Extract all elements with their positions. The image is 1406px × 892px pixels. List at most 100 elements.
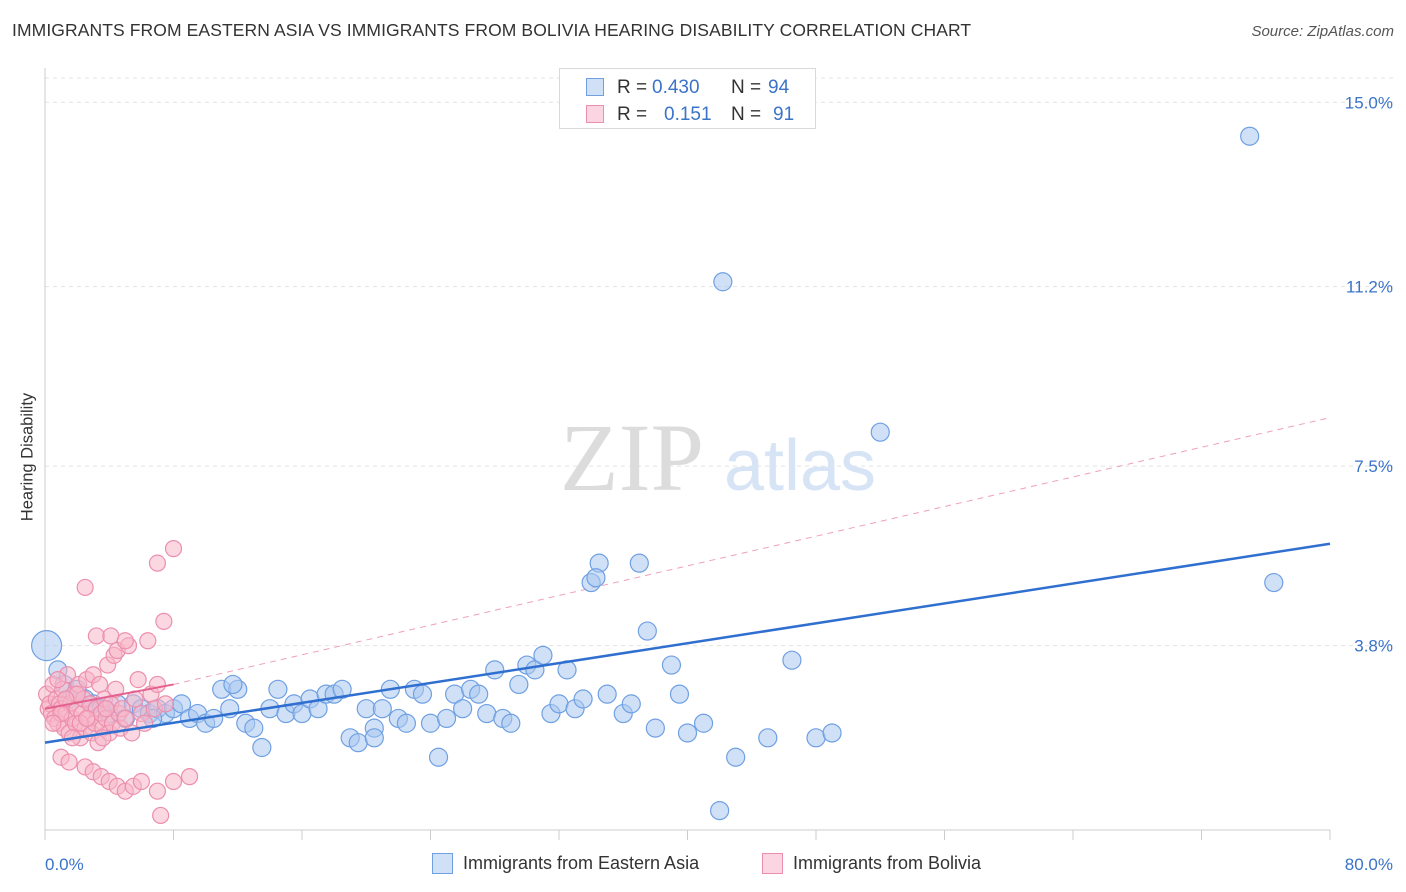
point-bolivia: [139, 632, 157, 650]
point-eastern-asia: [621, 694, 641, 714]
point-bolivia: [132, 772, 150, 791]
legend-label: Immigrants from Bolivia: [793, 853, 982, 873]
point-eastern-asia: [710, 800, 730, 821]
watermark-atlas: atlas: [724, 426, 876, 506]
point-eastern-asia: [629, 553, 649, 573]
point-eastern-asia: [645, 718, 665, 738]
point-eastern-asia: [396, 713, 417, 733]
point-eastern-asia: [597, 684, 617, 704]
series-legend: Immigrants from Eastern Asia Immigrants …: [0, 851, 1406, 879]
point-bolivia: [155, 612, 173, 630]
stats-legend: R = 0.430 N = 94 R = 0.151 N = 91: [559, 68, 816, 129]
point-eastern-asia: [669, 684, 690, 704]
point-eastern-asia: [509, 674, 529, 695]
y-tick-label: 11.2%: [1346, 278, 1393, 297]
point-eastern-asia: [1264, 572, 1284, 593]
legend-swatch-pink: [762, 853, 783, 874]
point-eastern-asia: [364, 728, 384, 748]
point-bolivia: [107, 680, 125, 698]
n-label: N =: [731, 77, 762, 98]
point-eastern-asia: [31, 630, 63, 662]
point-bolivia: [49, 670, 67, 689]
point-eastern-asia: [533, 645, 553, 665]
point-bolivia: [180, 768, 199, 786]
point-bolivia: [116, 709, 134, 728]
point-eastern-asia: [586, 568, 606, 588]
point-bolivia: [164, 772, 183, 791]
x-tick-label-min: 0.0%: [45, 855, 84, 874]
point-eastern-asia: [501, 713, 521, 733]
r-value: 0.151: [664, 104, 712, 125]
data-points: [31, 126, 1331, 825]
point-eastern-asia: [573, 689, 593, 709]
legend-swatch-blue: [586, 78, 604, 96]
point-eastern-asia: [412, 684, 433, 704]
point-bolivia: [78, 709, 96, 728]
point-eastern-asia: [713, 272, 733, 292]
tick-labels: 3.8% 7.5% 11.2% 15.0% 0.0% 80.0%: [45, 93, 1393, 874]
point-eastern-asia: [436, 708, 457, 729]
point-eastern-asia: [726, 747, 746, 767]
point-bolivia: [148, 782, 167, 800]
point-eastern-asia: [870, 422, 890, 442]
point-eastern-asia: [758, 728, 778, 748]
y-tick-label: 15.0%: [1345, 93, 1393, 112]
grid-lines: [45, 77, 1395, 647]
point-eastern-asia: [453, 699, 473, 719]
point-eastern-asia: [782, 650, 802, 670]
point-bolivia: [148, 554, 167, 572]
point-bolivia: [60, 753, 78, 771]
r-label: R =: [617, 104, 648, 125]
point-eastern-asia: [1240, 126, 1260, 146]
x-tick-label-max: 80.0%: [1345, 855, 1393, 874]
point-eastern-asia: [332, 679, 352, 699]
point-bolivia: [44, 714, 62, 732]
point-bolivia: [129, 670, 147, 689]
point-bolivia: [164, 540, 183, 558]
point-bolivia: [91, 675, 109, 694]
trend-line-eastern-asia: [44, 542, 1331, 744]
point-bolivia: [102, 627, 120, 645]
point-bolivia: [97, 700, 115, 718]
point-eastern-asia: [244, 718, 264, 738]
trend-line-bolivia: [44, 683, 174, 710]
watermark-zip: ZIP: [560, 404, 704, 511]
point-eastern-asia: [252, 737, 272, 758]
source-note: Source: ZipAtlas.com: [1251, 23, 1394, 40]
n-value: 91: [773, 104, 795, 125]
point-eastern-asia: [693, 713, 714, 733]
legend-swatch-pink: [586, 105, 604, 123]
point-eastern-asia: [485, 660, 505, 680]
chart-title: IMMIGRANTS FROM EASTERN ASIA VS IMMIGRAN…: [12, 20, 972, 40]
point-bolivia: [148, 675, 167, 694]
point-eastern-asia: [677, 723, 698, 743]
n-value: 94: [768, 77, 790, 98]
point-eastern-asia: [356, 699, 376, 719]
point-bolivia: [87, 627, 106, 645]
point-eastern-asia: [372, 699, 392, 719]
point-eastern-asia: [428, 747, 449, 767]
point-bolivia: [116, 632, 134, 650]
point-eastern-asia: [223, 674, 243, 695]
point-eastern-asia: [348, 733, 368, 753]
watermark: ZIP atlas: [560, 404, 876, 511]
r-label: R =: [617, 77, 648, 98]
point-eastern-asia: [637, 621, 657, 641]
point-bolivia: [156, 695, 175, 713]
point-eastern-asia: [268, 679, 288, 699]
r-value: 0.430: [652, 77, 700, 98]
n-label: N =: [731, 104, 762, 125]
point-eastern-asia: [469, 684, 489, 704]
legend-label: Immigrants from Eastern Asia: [463, 853, 700, 873]
point-eastern-asia: [477, 703, 497, 724]
y-tick-label: 3.8%: [1354, 637, 1393, 656]
legend-swatch-blue: [432, 853, 453, 874]
point-eastern-asia: [806, 728, 826, 748]
point-eastern-asia: [661, 655, 682, 675]
y-tick-label: 7.5%: [1354, 457, 1393, 476]
point-eastern-asia: [549, 694, 569, 714]
point-bolivia: [152, 806, 170, 825]
point-eastern-asia: [822, 723, 842, 743]
point-eastern-asia: [420, 713, 441, 733]
